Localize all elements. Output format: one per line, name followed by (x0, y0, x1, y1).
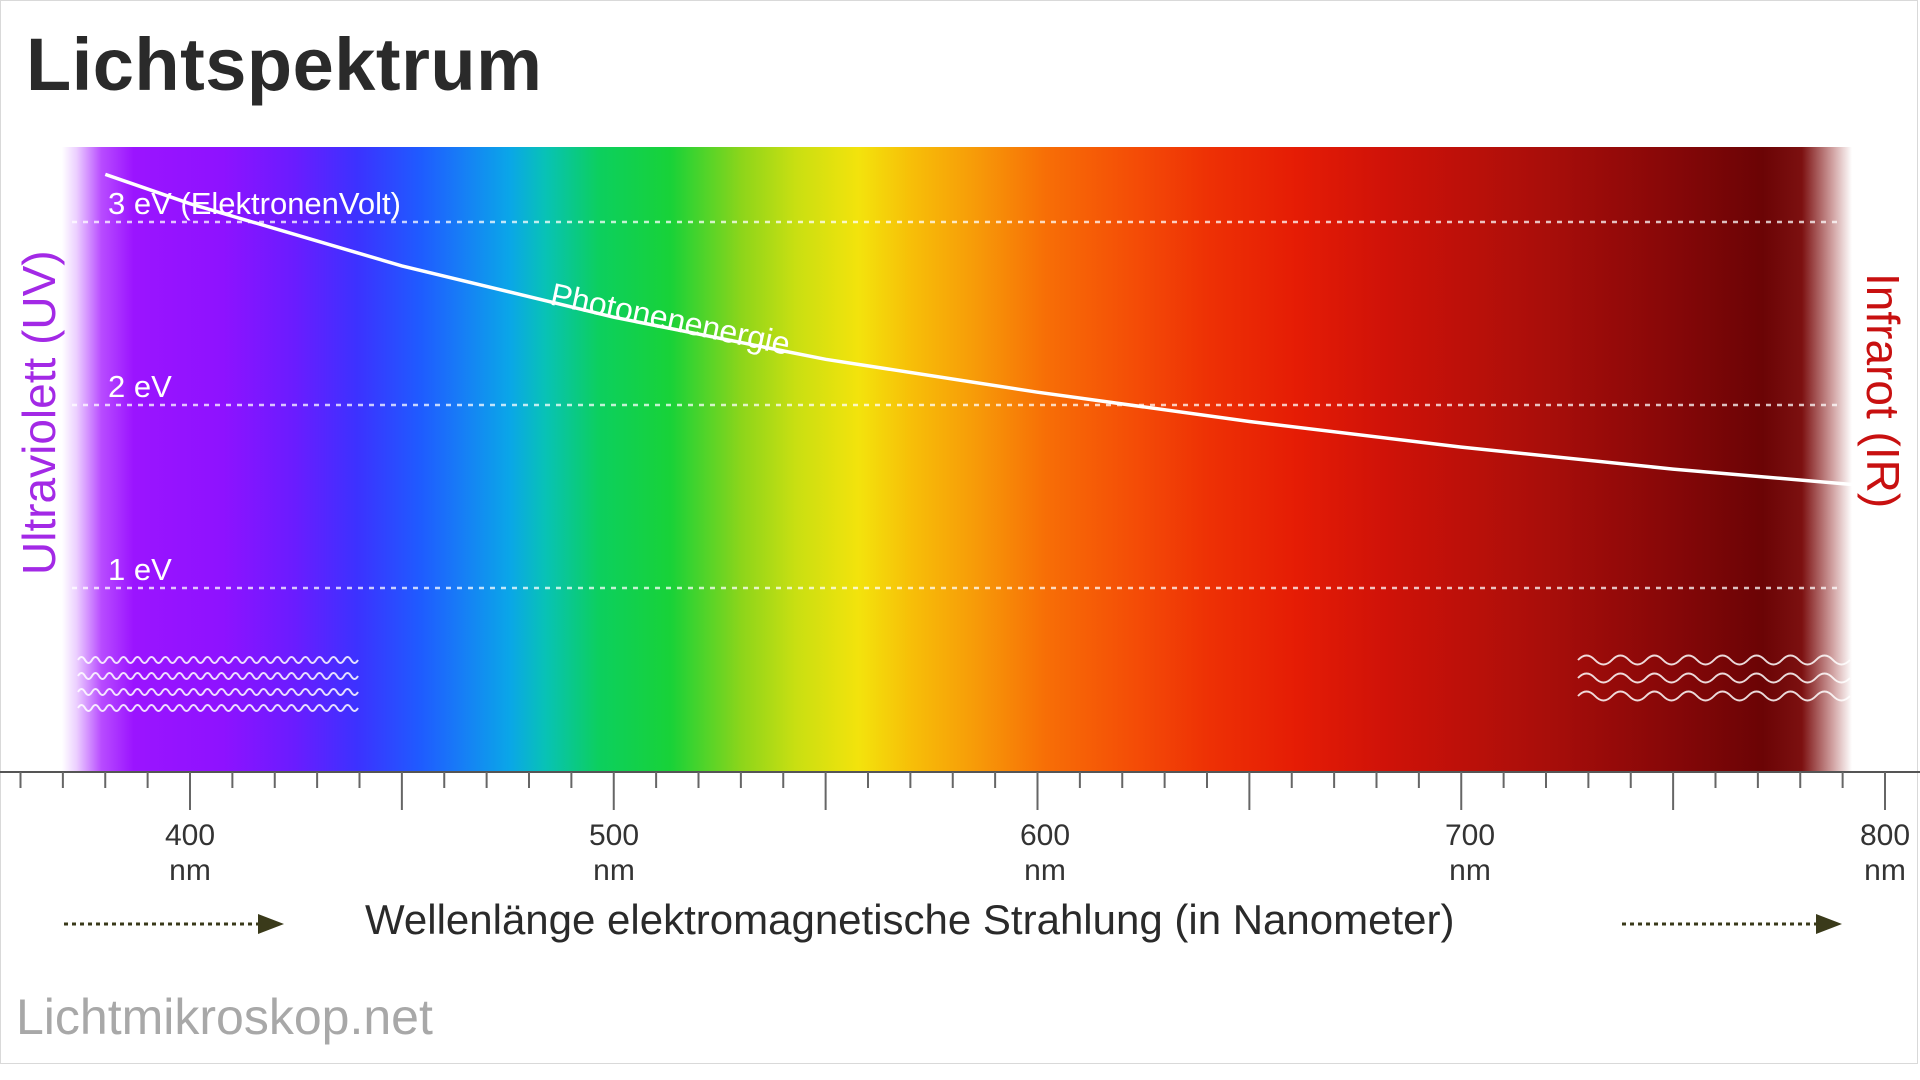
energy-level-label-1ev: 1 eV (108, 552, 172, 587)
tick-label-400: 400 nm (130, 818, 250, 888)
tick-unit: nm (1024, 854, 1066, 887)
photon-energy-curve (104, 172, 1864, 488)
arrow-head-1 (258, 914, 284, 934)
energy-gridlines (72, 220, 1840, 590)
tick-label-500: 500 nm (554, 818, 674, 888)
energy-level-label-2ev: 2 eV (108, 369, 172, 404)
tick-unit: nm (169, 854, 211, 887)
tick-value: 700 (1444, 819, 1496, 852)
tick-value: 600 (1019, 819, 1071, 852)
infrared-label: Infrarot (IR) (1857, 273, 1909, 509)
ir-wave-line-3 (1577, 690, 1851, 702)
uv-wave-line-2 (77, 672, 359, 680)
ultraviolet-label: Ultraviolett (UV) (13, 250, 65, 575)
energy-level-label-3ev: 3 eV (ElektronenVolt) (108, 186, 401, 221)
tick-unit: nm (1449, 854, 1491, 887)
wave-symbols (77, 654, 1851, 712)
uv-wave-line-3 (77, 688, 359, 696)
ir-wave-line-1 (1577, 654, 1851, 666)
tick-label-600: 600 nm (985, 818, 1105, 888)
uv-wave-line-4 (77, 704, 359, 712)
arrow-head-2 (1816, 914, 1842, 934)
tick-value: 800 (1859, 819, 1911, 852)
page-title: Lichtspektrum (26, 23, 543, 106)
website-watermark: Lichtmikroskop.net (16, 989, 433, 1045)
tick-unit: nm (1864, 854, 1906, 887)
tick-label-700: 700 nm (1410, 818, 1530, 888)
wavelength-axis (0, 771, 1920, 810)
ir-wave-line-2 (1577, 672, 1851, 684)
direction-arrows (64, 914, 1842, 934)
tick-value: 400 (164, 819, 216, 852)
uv-wave-line-1 (77, 656, 359, 664)
x-axis-title: Wellenlänge elektromagnetische Strahlung… (365, 896, 1455, 943)
tick-value: 500 (588, 819, 640, 852)
color-spectrum-band (62, 147, 1852, 772)
tick-unit: nm (593, 854, 635, 887)
tick-label-800: 800 nm (1825, 818, 1920, 888)
